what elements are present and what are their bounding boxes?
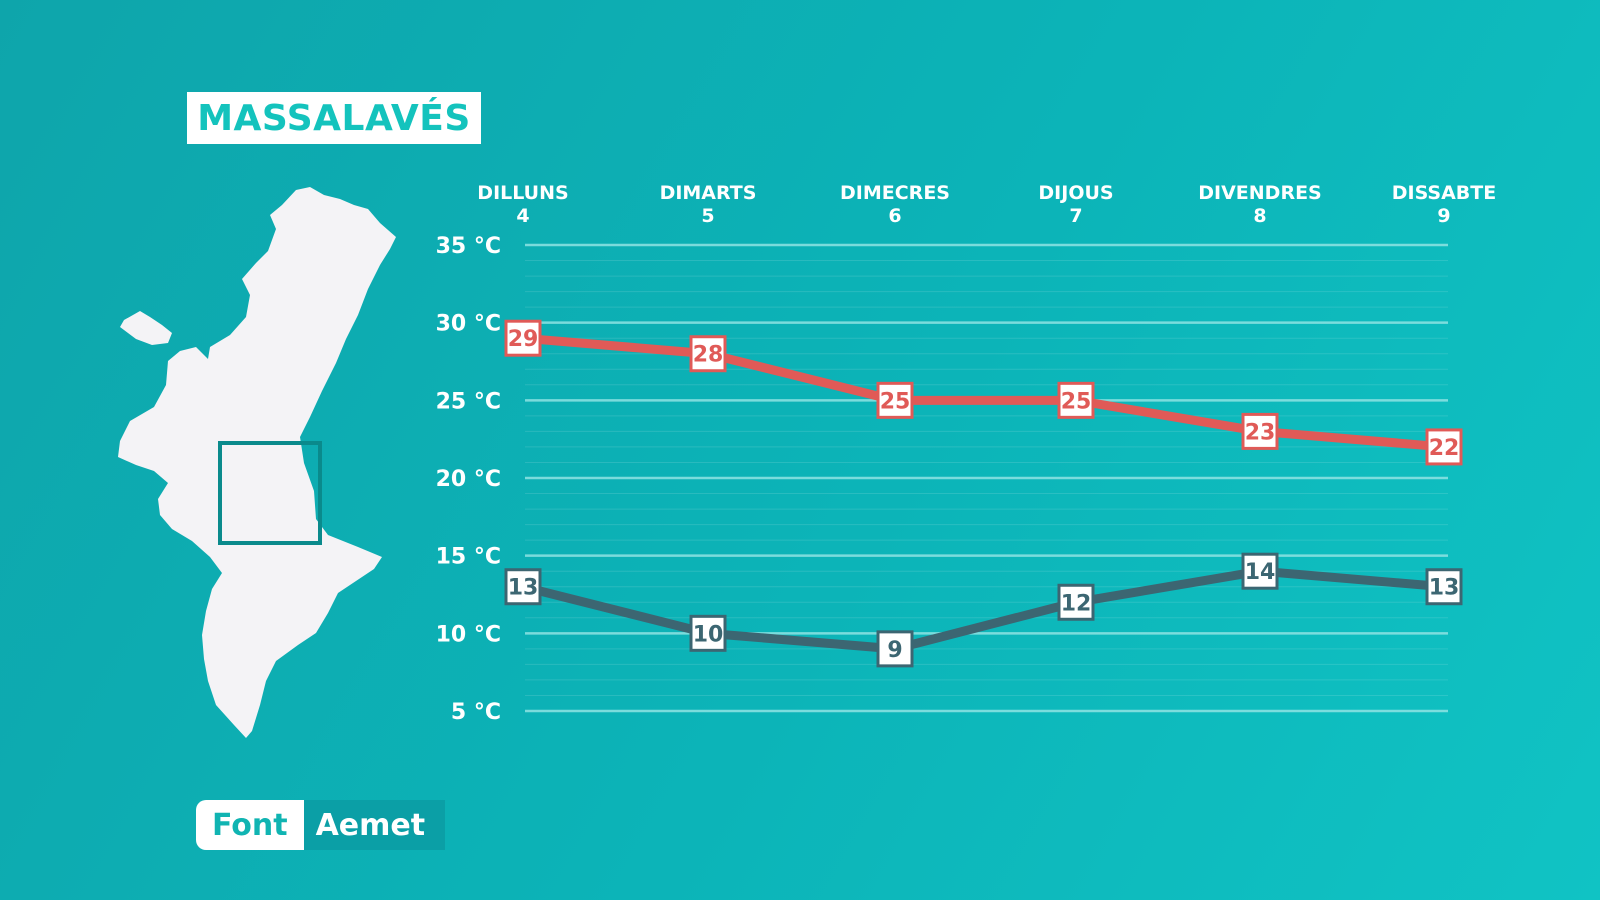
min-temperature-line [518, 566, 1449, 654]
max-marker-box [876, 381, 914, 419]
region-map [118, 187, 396, 738]
min-marker-box [1057, 583, 1095, 621]
source-value: Aemet [303, 800, 446, 850]
min-value-label: 13 [1429, 576, 1460, 601]
max-value-marker: 28 [689, 335, 727, 373]
grid-lines [525, 243, 1448, 713]
y-tick-label: 10 °C [436, 622, 501, 647]
day-date-label: 8 [1253, 205, 1266, 227]
min-value-marker: 12 [1057, 583, 1095, 621]
value-markers: 29 28 25 25 23 22 13 10 9 12 14 13 [504, 319, 1463, 668]
min-value-label: 9 [887, 638, 902, 663]
day-date-label: 9 [1437, 205, 1450, 227]
y-tick-label: 25 °C [436, 389, 501, 414]
min-marker-box [876, 630, 914, 668]
max-value-label: 25 [880, 389, 911, 414]
day-name-label: DILLUNS [477, 182, 568, 204]
max-value-marker: 22 [1425, 428, 1463, 466]
max-value-marker: 25 [876, 381, 914, 419]
min-marker-box [504, 568, 542, 606]
y-axis-ticks: 35 °C 30 °C 25 °C 20 °C 15 °C 10 °C 5 °C [436, 234, 501, 725]
source-badge: Font Aemet [196, 800, 446, 850]
max-value-label: 22 [1429, 436, 1460, 461]
min-value-marker: 9 [876, 630, 914, 668]
min-marker-box [1425, 568, 1463, 606]
min-value-marker: 13 [1425, 568, 1463, 606]
y-tick-label: 30 °C [436, 312, 501, 337]
y-tick-label: 5 °C [451, 700, 501, 725]
area-highlight-box [218, 441, 322, 545]
source-label: Font [196, 800, 304, 850]
max-value-label: 23 [1245, 420, 1276, 445]
min-value-marker: 14 [1241, 552, 1279, 590]
day-date-label: 6 [888, 205, 901, 227]
max-value-marker: 25 [1057, 381, 1095, 419]
max-marker-box [1241, 412, 1279, 450]
min-value-marker: 10 [689, 614, 727, 652]
min-value-label: 14 [1245, 560, 1276, 585]
region-map-shape [118, 187, 396, 738]
min-value-label: 10 [693, 622, 724, 647]
max-marker-box [689, 335, 727, 373]
day-name-label: DISSABTE [1392, 182, 1496, 204]
day-name-label: DIVENDRES [1198, 182, 1322, 204]
day-date-label: 7 [1069, 205, 1082, 227]
min-value-marker: 13 [504, 568, 542, 606]
max-value-label: 29 [508, 327, 539, 352]
max-temperature-line [518, 333, 1449, 452]
min-marker-box [1241, 552, 1279, 590]
max-value-label: 25 [1061, 389, 1092, 414]
y-tick-label: 20 °C [436, 467, 501, 492]
max-value-marker: 29 [504, 319, 542, 357]
max-marker-box [1425, 428, 1463, 466]
day-date-label: 5 [701, 205, 714, 227]
y-tick-label: 15 °C [436, 545, 501, 570]
day-name-label: DIMECRES [840, 182, 950, 204]
max-marker-box [1057, 381, 1095, 419]
min-value-label: 13 [508, 576, 539, 601]
y-tick-label: 35 °C [436, 234, 501, 259]
max-value-label: 28 [693, 343, 724, 368]
min-value-label: 12 [1061, 591, 1092, 616]
max-marker-box [504, 319, 542, 357]
day-name-label: DIMARTS [660, 182, 757, 204]
min-marker-box [689, 614, 727, 652]
location-title: MASSALAVÉS [197, 97, 471, 139]
location-title-box: MASSALAVÉS [187, 92, 481, 144]
day-name-label: DIJOUS [1038, 182, 1113, 204]
max-value-marker: 23 [1241, 412, 1279, 450]
series-lines [518, 333, 1449, 654]
day-date-label: 4 [516, 205, 529, 227]
